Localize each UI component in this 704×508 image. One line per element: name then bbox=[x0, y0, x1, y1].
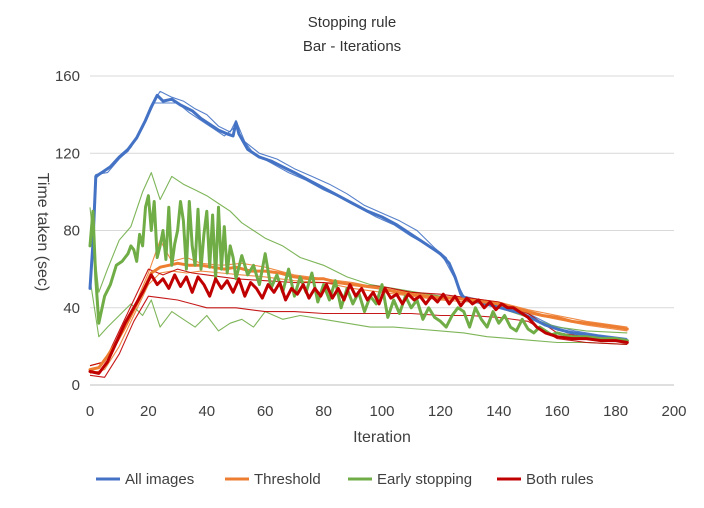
y-tick-label: 0 bbox=[72, 377, 80, 394]
series-2-variation-line-1 bbox=[89, 278, 628, 345]
x-tick-label: 60 bbox=[257, 403, 274, 420]
tick-labels: 0 40 80 120 160 0 20 40 60 80 100 120 140 160 180 200 bbox=[55, 68, 687, 420]
legend-label-0: All images bbox=[125, 471, 194, 488]
legend: All images Threshold Early stopping Both ru… bbox=[96, 471, 594, 488]
series-line-2 bbox=[88, 194, 629, 343]
x-tick-label: 20 bbox=[140, 403, 157, 420]
series-line-1 bbox=[88, 261, 629, 372]
y-tick-label: 80 bbox=[63, 223, 80, 240]
chart-subtitle: Bar - Iterations bbox=[303, 38, 401, 55]
y-tick-label: 160 bbox=[55, 68, 80, 85]
x-tick-label: 180 bbox=[603, 403, 628, 420]
legend-label-2: Early stopping bbox=[377, 471, 472, 488]
chart-title: Stopping rule bbox=[308, 14, 396, 31]
series-3-variation-line-1 bbox=[89, 295, 628, 378]
x-tick-label: 80 bbox=[315, 403, 332, 420]
x-tick-label: 40 bbox=[198, 403, 215, 420]
x-tick-label: 120 bbox=[428, 403, 453, 420]
x-axis-title: Iteration bbox=[353, 429, 411, 446]
y-axis-title: Time taken (sec) bbox=[34, 173, 51, 292]
series-line-3 bbox=[88, 273, 629, 375]
series-1-variation-line-0 bbox=[89, 239, 628, 367]
x-tick-label: 200 bbox=[661, 403, 686, 420]
legend-label-3: Both rules bbox=[526, 471, 594, 488]
series-1-variation-line-1 bbox=[89, 270, 628, 374]
legend-label-1: Threshold bbox=[254, 471, 321, 488]
x-tick-label: 160 bbox=[545, 403, 570, 420]
series-line-0 bbox=[88, 93, 629, 343]
x-tick-label: 0 bbox=[86, 403, 94, 420]
y-tick-label: 40 bbox=[63, 300, 80, 317]
x-tick-label: 100 bbox=[369, 403, 394, 420]
series-lines bbox=[88, 93, 629, 375]
y-tick-label: 120 bbox=[55, 145, 80, 162]
x-tick-label: 140 bbox=[486, 403, 511, 420]
